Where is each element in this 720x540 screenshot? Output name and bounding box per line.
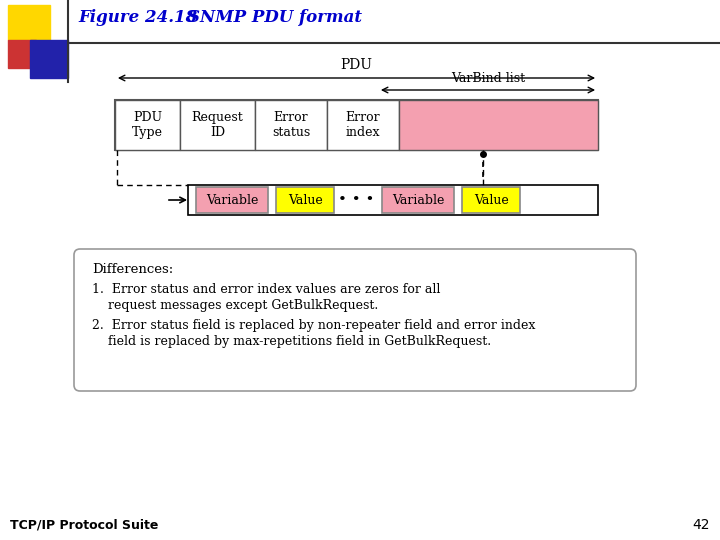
Bar (255, 100, 327, 150)
Text: 1.  Error status and error index values are zeros for all: 1. Error status and error index values a… (92, 283, 441, 296)
Text: Value: Value (287, 193, 323, 206)
Text: VarBind list: VarBind list (451, 72, 525, 85)
Bar (188, 185, 598, 215)
Bar (382, 187, 454, 213)
Bar (115, 100, 180, 150)
Bar (180, 100, 255, 150)
Bar (115, 100, 598, 150)
Text: Differences:: Differences: (92, 263, 174, 276)
FancyBboxPatch shape (74, 249, 636, 391)
Text: 2.  Error status field is replaced by non-repeater field and error index: 2. Error status field is replaced by non… (92, 319, 536, 332)
Text: 42: 42 (693, 518, 710, 532)
Text: Value: Value (474, 193, 508, 206)
Bar (327, 100, 399, 150)
Text: Error
index: Error index (346, 111, 380, 139)
Bar (30, 40, 68, 78)
Text: field is replaced by max-repetitions field in GetBulkRequest.: field is replaced by max-repetitions fie… (92, 335, 491, 348)
Text: Figure 24.18: Figure 24.18 (78, 10, 197, 26)
Bar (462, 187, 520, 213)
Bar (276, 187, 334, 213)
Text: PDU
Type: PDU Type (132, 111, 163, 139)
Text: • • •: • • • (338, 193, 374, 207)
Text: Variable: Variable (206, 193, 258, 206)
Text: PDU: PDU (341, 58, 372, 72)
Bar (399, 100, 598, 150)
Text: request messages except GetBulkRequest.: request messages except GetBulkRequest. (92, 299, 378, 312)
Bar (8, 5, 50, 40)
Text: Variable: Variable (392, 193, 444, 206)
Text: TCP/IP Protocol Suite: TCP/IP Protocol Suite (10, 519, 158, 532)
Text: Error
status: Error status (272, 111, 310, 139)
Bar (196, 187, 268, 213)
Bar (8, 40, 36, 68)
Text: Request
ID: Request ID (192, 111, 243, 139)
Text: SNMP PDU format: SNMP PDU format (165, 10, 362, 26)
